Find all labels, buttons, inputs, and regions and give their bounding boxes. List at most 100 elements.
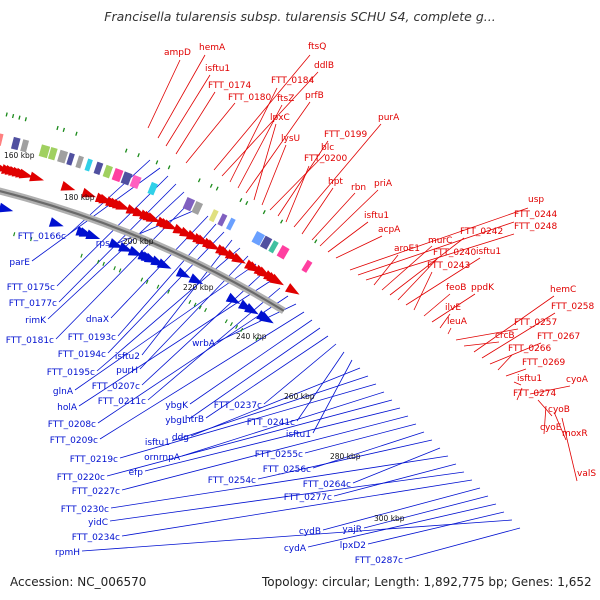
gene-label[interactable]: FTT_0184	[271, 76, 315, 86]
gene-label[interactable]: FTT_0174	[208, 81, 252, 91]
gene-label[interactable]: lysU	[281, 134, 300, 144]
gene-label[interactable]: valS	[577, 469, 596, 479]
gene-label[interactable]: FTT_0256c	[263, 465, 311, 475]
gene-label[interactable]: rpmH	[55, 548, 80, 558]
gene-label[interactable]: prfB	[305, 91, 324, 101]
gene-label[interactable]: FTT_0274	[513, 389, 557, 399]
gene-label[interactable]: FTT_0193c	[68, 333, 116, 343]
gene-label[interactable]: isftu1	[286, 430, 311, 440]
gene-label[interactable]: FTT_0255c	[255, 450, 303, 460]
gene-label[interactable]: holA	[57, 403, 78, 413]
label-connector	[97, 295, 289, 424]
gene-label[interactable]: priA	[374, 179, 393, 189]
gene-label[interactable]: glnA	[53, 387, 74, 397]
gene-label[interactable]: FTT_0220c	[57, 473, 105, 483]
cog-feature	[251, 231, 266, 246]
gene-label[interactable]: feoB	[446, 283, 466, 293]
gene-label[interactable]: yidC	[88, 518, 108, 528]
gene-label[interactable]: FTT_0227c	[72, 487, 120, 497]
gene-label[interactable]: rpsA	[96, 239, 117, 249]
gene-label[interactable]: FTT_0199	[324, 130, 368, 140]
gene-label[interactable]: FTT_0264c	[303, 480, 351, 490]
gene-label[interactable]: FTT_0258	[551, 302, 595, 312]
gene-label[interactable]: isftu1	[145, 438, 170, 448]
gene-label[interactable]: FTT_0200	[304, 154, 348, 164]
gene-label[interactable]: rbn	[351, 183, 366, 193]
gene-label[interactable]: ddg	[172, 433, 189, 443]
gene-label[interactable]: FTT_0166c	[18, 232, 66, 242]
gene-label[interactable]: lpxD2	[340, 541, 366, 551]
gene-label[interactable]: FTT_0277c	[284, 493, 332, 503]
gene-label[interactable]: dnaX	[86, 315, 109, 325]
gene-label[interactable]: FTT_0175c	[7, 283, 55, 293]
gene-label[interactable]: FTT_0244	[514, 210, 558, 220]
gene-label[interactable]: FTT_0194c	[58, 350, 106, 360]
gene-label[interactable]: cydA	[284, 544, 307, 554]
gene-label[interactable]: FTT_0287c	[355, 556, 403, 566]
gene-label[interactable]: cyoE	[540, 423, 562, 433]
gene-label[interactable]: hemC	[550, 285, 576, 295]
gene-label[interactable]: ampD	[164, 48, 191, 58]
gene-label[interactable]: leuA	[447, 317, 468, 327]
gene-label[interactable]: FTT_0177c	[9, 299, 57, 309]
cog-feature	[129, 174, 142, 189]
gene-label[interactable]: FTT_0267	[537, 332, 580, 342]
gene-label[interactable]: purH	[116, 366, 138, 376]
gene-label[interactable]: isftu2	[115, 352, 140, 362]
gene-label[interactable]: cyoB	[548, 405, 570, 415]
gene-label[interactable]: FTT_0257	[514, 318, 557, 328]
gene-label[interactable]: FTT_0181c	[6, 336, 54, 346]
gene-label[interactable]: efp	[129, 468, 144, 478]
gene-label[interactable]: ftsQ	[308, 42, 326, 52]
gene-label[interactable]: FTT_0254c	[208, 476, 256, 486]
gene-label[interactable]: rimK	[25, 316, 47, 326]
gene-label[interactable]: FTT_0209c	[50, 436, 98, 446]
label-connector	[513, 381, 522, 386]
gene-label[interactable]: lpxC	[270, 113, 290, 123]
gene-label[interactable]: hpt	[328, 177, 343, 187]
gene-label[interactable]: FTT_0266	[508, 344, 552, 354]
gene-label[interactable]: blc	[321, 143, 334, 153]
gene-label[interactable]: FTT_0269	[522, 358, 566, 368]
gene-label[interactable]: FTT_0208c	[48, 420, 96, 430]
gene-label[interactable]: FTT_0230c	[61, 505, 109, 515]
gene-label[interactable]: FTT_0248	[514, 222, 558, 232]
gene-label[interactable]: FTT_0211c	[98, 397, 146, 407]
gene-label[interactable]: isftu1	[476, 247, 501, 257]
gene-label[interactable]: crcB	[495, 331, 515, 341]
gene-label[interactable]: FTT_0242	[460, 227, 503, 237]
gene-label[interactable]: FTT_0240	[433, 248, 477, 258]
gene-label[interactable]: isftu1	[205, 64, 230, 74]
gene-label[interactable]: usp	[528, 195, 544, 205]
gene-label[interactable]: hemA	[199, 43, 226, 53]
gene-label[interactable]: wrbA	[192, 339, 216, 349]
gene-label[interactable]: moxR	[562, 429, 588, 439]
gene-label[interactable]: ilvE	[445, 303, 461, 313]
gene-label[interactable]: FTT_0241c	[247, 418, 295, 428]
gene-label[interactable]: purA	[378, 113, 400, 123]
gene-label[interactable]: FTT_0243	[427, 261, 470, 271]
gene-label[interactable]: FTT_0180	[228, 93, 272, 103]
gene-label[interactable]: acpA	[378, 225, 401, 235]
gene-label[interactable]: ddlB	[314, 61, 334, 71]
gene-label[interactable]: FTT_0237c	[214, 401, 262, 411]
gene-label[interactable]: ftsZ	[277, 94, 294, 104]
gene-label[interactable]: aroE1	[394, 244, 420, 254]
gene-label[interactable]: yajR	[342, 525, 362, 535]
gene-label[interactable]: cydB	[299, 527, 321, 537]
gene-label[interactable]: isftu1	[364, 211, 389, 221]
gene-label[interactable]: ybgL	[165, 416, 187, 426]
gene-label[interactable]: ppdK	[471, 283, 495, 293]
gene-label[interactable]: cyoA	[566, 375, 589, 385]
gene-label[interactable]: isftu1	[517, 374, 542, 384]
gene-label[interactable]: parE	[9, 258, 30, 268]
gene-label[interactable]: FTT_0234c	[72, 533, 120, 543]
gene-label[interactable]: murC	[428, 236, 452, 246]
label-connector	[99, 311, 305, 440]
gene-label[interactable]: ornrnpA	[144, 453, 181, 463]
gene-label[interactable]: FTT_0207c	[92, 382, 140, 392]
gene-label[interactable]: htrB	[185, 415, 204, 425]
gene-label[interactable]: FTT_0195c	[47, 368, 95, 378]
gene-label[interactable]: ybgK	[165, 401, 189, 411]
gene-label[interactable]: FTT_0219c	[70, 455, 118, 465]
